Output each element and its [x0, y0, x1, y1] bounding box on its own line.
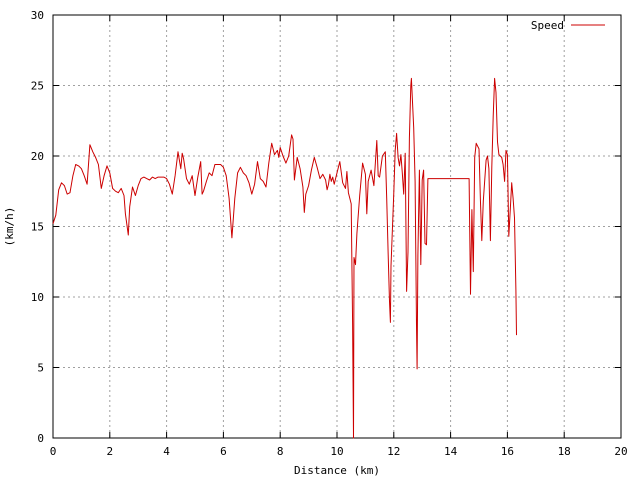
axis-ticks — [52, 14, 622, 439]
legend-label-speed: Speed — [531, 19, 564, 32]
x-tick-label: 14 — [444, 445, 458, 458]
tick-labels: 0 2 4 6 8 10 12 14 16 18 20 0 5 10 15 20 25 30 — [31, 9, 628, 458]
y-axis-label: (km/h) — [3, 207, 16, 247]
x-tick-label: 12 — [387, 445, 400, 458]
x-tick-label: 16 — [501, 445, 514, 458]
series-layer — [52, 77, 517, 439]
x-axis-label: Distance (km) — [294, 464, 380, 477]
y-tick-label: 20 — [31, 150, 44, 163]
x-tick-label: 18 — [558, 445, 571, 458]
y-tick-label: 10 — [31, 291, 44, 304]
y-tick-label: 0 — [37, 432, 44, 445]
y-tick-label: 30 — [31, 9, 44, 22]
x-tick-label: 0 — [50, 445, 57, 458]
y-tick-label: 25 — [31, 80, 44, 93]
x-tick-label: 10 — [330, 445, 343, 458]
x-tick-label: 20 — [614, 445, 627, 458]
y-tick-label: 5 — [37, 362, 44, 375]
y-tick-label: 15 — [31, 221, 44, 234]
series-line-speed — [52, 77, 517, 439]
plot-frame — [52, 14, 622, 439]
grid-lines — [53, 15, 621, 438]
x-tick-label: 2 — [106, 445, 113, 458]
x-tick-label: 4 — [163, 445, 170, 458]
x-tick-label: 8 — [277, 445, 284, 458]
legend: Speed — [531, 19, 605, 32]
x-tick-label: 6 — [220, 445, 227, 458]
